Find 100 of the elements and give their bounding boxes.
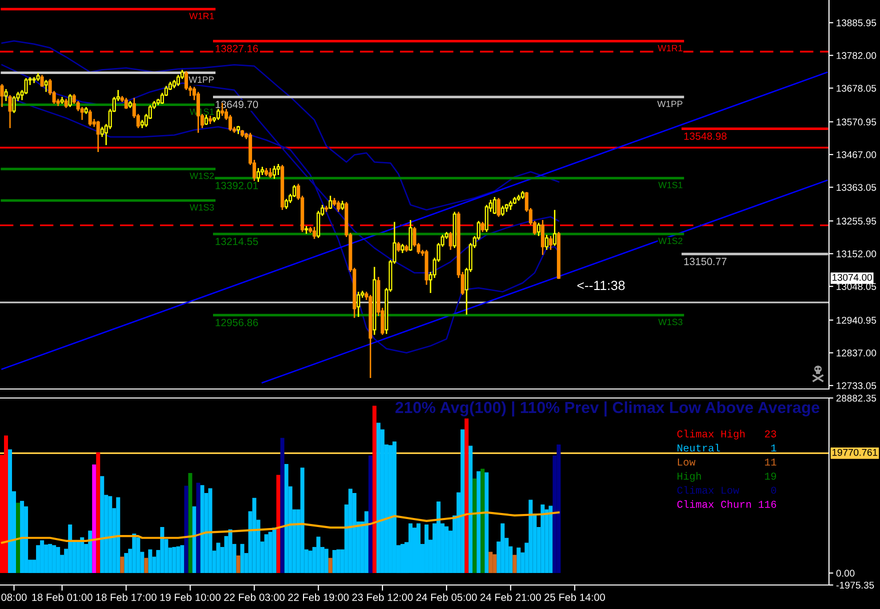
bar [308,550,312,574]
line-series [0,511,560,544]
candlestick [496,197,500,218]
bar [392,442,396,574]
y-tick-label: 12733.05 [836,382,876,390]
x-tick-label: 22 Feb 03:00 [224,593,285,601]
line-series [1,40,560,211]
x-tick-label: 22 Feb 19:00 [288,593,349,601]
bar [388,445,392,574]
candlestick [484,204,488,233]
x-tick-label: 24 Feb 21:00 [480,593,541,601]
bar [368,455,372,574]
bar [192,506,196,574]
bar [284,464,288,574]
data-label: 13392.01 [216,182,258,190]
bar [268,532,272,574]
candlestick [396,241,400,252]
bar [376,422,380,574]
bar [444,526,449,574]
y-tick-label: 0.00 [836,570,854,577]
y-tick-label: 13570.95 [836,118,876,126]
bar [280,438,284,574]
bar [488,552,493,574]
ref-line-label: 19770.761 [832,448,878,456]
bar [436,502,441,574]
bar [476,471,481,574]
candlestick [340,200,344,211]
candlestick [8,94,12,129]
bar [76,540,80,574]
text: 13074.00 [832,274,872,281]
candlestick [356,291,360,318]
bar [196,482,200,574]
candlestick [548,235,552,251]
bar [4,435,8,574]
y-tick-label: 13885.95 [836,19,876,26]
data-label: 13827.16 [216,44,258,52]
bar [512,554,517,574]
bar [548,506,553,574]
candlestick [272,165,276,180]
series-label: W1S1 [658,182,682,188]
bar [184,486,188,574]
bar [188,473,192,574]
bar [100,476,104,574]
text: High 19 [678,472,776,482]
text: Low 11 [678,458,776,466]
bar [460,429,465,574]
bar [48,544,52,574]
bar [484,472,489,574]
bar [472,478,477,574]
data-label: 13649.70 [216,100,258,108]
x-tick-label: 25 Feb 14:00 [544,593,605,601]
bar [324,548,328,574]
candlestick [64,98,68,109]
candlestick [96,120,100,153]
bar [408,523,412,574]
candlestick [124,97,128,110]
bar [464,418,469,574]
y-tick-label: 13678.05 [836,84,876,92]
series-label: W1S3 [658,318,682,326]
bar [8,449,12,574]
candlestick [536,222,540,237]
bar [528,500,533,574]
candlestick [400,243,404,254]
bar [132,534,136,574]
x-tick-label: 08:00 [1,594,27,601]
bar [316,536,320,574]
candlestick [500,205,504,217]
bar [236,555,240,574]
bar [144,558,148,574]
bar [352,493,356,574]
bar [20,500,24,574]
text: Climax Low 0 [677,486,776,494]
candlestick [312,226,316,240]
y-tick-label: 13467.00 [836,151,876,158]
y-tick-label: 13363.05 [836,184,876,191]
bar [80,537,84,574]
bar [348,488,352,574]
text: Neutral 1 [678,444,776,452]
bar [372,406,376,574]
bar [96,452,100,574]
bar [180,545,184,574]
bar [228,529,232,574]
y-tick-label: 13782.00 [836,52,876,60]
data-label: 13214.55 [216,238,258,246]
candlestick [12,95,16,114]
bar [492,554,497,574]
bar [52,545,56,574]
candlestick [0,83,4,108]
text: Climax High 23 [677,430,776,440]
bar [416,523,421,574]
series-label: W1S3 [190,204,214,211]
bar [120,556,124,574]
bar [272,528,276,574]
y-tick-label: 12940.95 [836,316,876,324]
bar [216,542,220,574]
bar [516,548,521,574]
bar [336,549,340,574]
candlestick [336,200,340,213]
bar [208,488,212,574]
candlestick [256,167,260,183]
